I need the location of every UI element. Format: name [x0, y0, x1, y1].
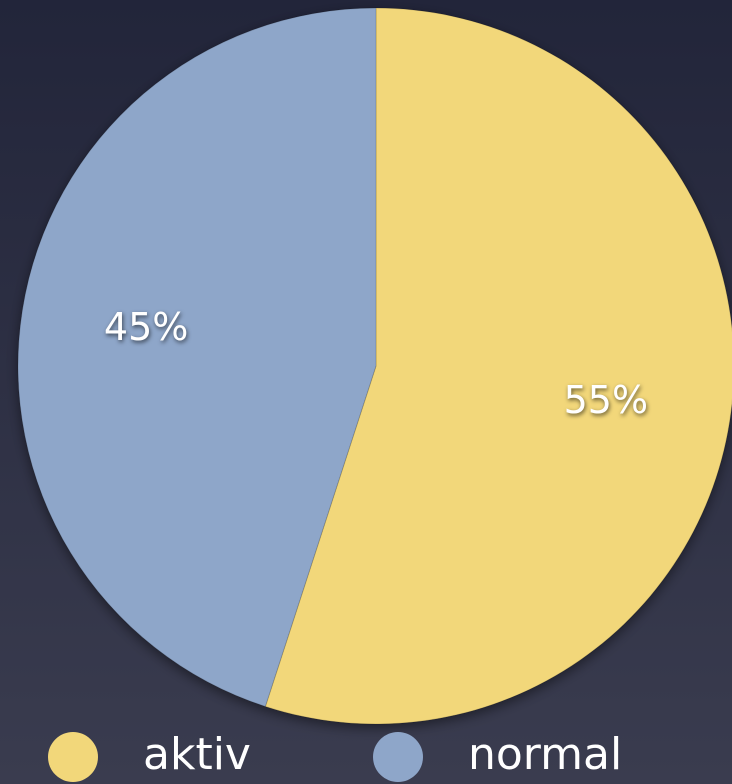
legend-label: normal [468, 729, 622, 780]
legend-swatch [373, 732, 423, 782]
legend-label: aktiv [143, 729, 251, 780]
pie-slice [17, 7, 377, 708]
pie [17, 7, 732, 725]
slice-label: 45% [104, 305, 188, 349]
pie-slice [264, 7, 732, 725]
slice-label: 55% [564, 378, 648, 422]
legend-swatch [48, 732, 98, 782]
